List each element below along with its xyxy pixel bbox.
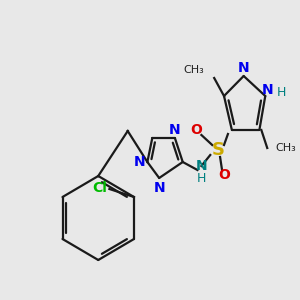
Text: O: O: [190, 123, 202, 137]
Text: CH₃: CH₃: [184, 65, 204, 75]
Text: Cl: Cl: [93, 181, 107, 195]
Text: N: N: [261, 83, 273, 97]
Text: O: O: [218, 168, 230, 182]
Text: N: N: [153, 181, 165, 195]
Text: H: H: [197, 172, 206, 184]
Text: H: H: [276, 85, 286, 98]
Text: N: N: [238, 61, 250, 75]
Text: N: N: [196, 159, 207, 173]
Text: S: S: [212, 141, 225, 159]
Text: N: N: [134, 155, 145, 169]
Text: CH₃: CH₃: [275, 143, 296, 153]
Text: N: N: [169, 123, 181, 137]
